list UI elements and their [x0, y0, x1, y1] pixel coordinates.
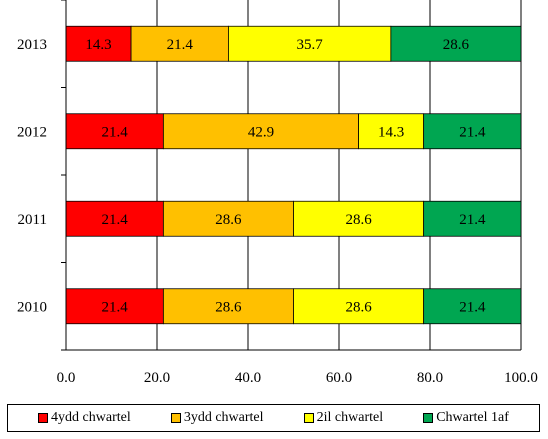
- legend-item-4ydd-chwartel: 4ydd chwartel: [38, 410, 131, 426]
- x-tick-label: 80.0: [417, 370, 443, 386]
- legend-item-3ydd-chwartel: 3ydd chwartel: [170, 410, 264, 426]
- legend-swatch-chwartel-1af: [423, 413, 434, 423]
- legend-label-2il-chwartel: 2il chwartel: [316, 410, 384, 425]
- bar-segment: [162, 113, 359, 150]
- data-label: 21.4: [459, 212, 486, 228]
- data-label: 14.3: [378, 124, 404, 140]
- bar-segment: [358, 113, 425, 150]
- stacked-bar-chart: 21.4 28.6 28.6 21.4 21.4 28.6 28.6 21.4 21.4 42.9…: [17, 0, 538, 386]
- data-label: 21.4: [102, 212, 129, 228]
- data-label: 35.7: [297, 37, 324, 53]
- legend-item-chwartel-1af: Chwartel 1af: [423, 410, 509, 426]
- bar-segment: [423, 288, 522, 325]
- y-tick-label: 2011: [18, 212, 47, 228]
- legend-label-3ydd-chwartel: 3ydd chwartel: [183, 410, 264, 425]
- data-label: 28.6: [345, 212, 372, 228]
- x-tick-label: 20.0: [144, 370, 170, 386]
- legend-swatch-3ydd-chwartel: [170, 413, 181, 423]
- data-label: 28.6: [215, 212, 242, 228]
- legend-label-chwartel-1af: Chwartel 1af: [436, 410, 509, 425]
- data-label: 21.4: [102, 124, 129, 140]
- legend-item-2il-chwartel: 2il chwartel: [303, 410, 384, 426]
- bar-segment: [65, 113, 164, 150]
- y-tick-label: 2013: [17, 37, 47, 53]
- data-label: 28.6: [443, 37, 470, 53]
- chart-legend: 4ydd chwartel 3ydd chwartel 2il chwartel…: [7, 404, 540, 432]
- data-label: 28.6: [215, 299, 242, 315]
- legend-label-4ydd-chwartel: 4ydd chwartel: [51, 410, 131, 425]
- data-label: 28.6: [345, 299, 372, 315]
- x-tick-label: 40.0: [235, 370, 261, 386]
- x-tick-label: 100.0: [504, 370, 538, 386]
- bar-segment: [390, 25, 522, 62]
- legend-swatch-2il-chwartel: [303, 413, 314, 423]
- data-label: 21.4: [459, 124, 486, 140]
- bar-segment: [228, 25, 392, 62]
- bar-segment: [423, 113, 522, 150]
- y-tick-label: 2012: [17, 124, 47, 140]
- bar-segment: [162, 200, 294, 237]
- data-label: 14.3: [85, 37, 111, 53]
- bar-segment: [293, 288, 425, 325]
- data-label: 21.4: [459, 299, 486, 315]
- legend-swatch-4ydd-chwartel: [38, 413, 49, 423]
- bar-segment: [65, 288, 164, 325]
- bar-segment: [423, 200, 522, 237]
- data-label: 21.4: [167, 37, 194, 53]
- bar-segment: [65, 200, 164, 237]
- data-label: 42.9: [248, 124, 274, 140]
- x-tick-label: 60.0: [326, 370, 352, 386]
- y-tick-label: 2010: [17, 299, 47, 315]
- x-tick-label: 0.0: [57, 370, 76, 386]
- bar-segment: [293, 200, 425, 237]
- data-label: 21.4: [102, 299, 129, 315]
- bar-segment: [162, 288, 294, 325]
